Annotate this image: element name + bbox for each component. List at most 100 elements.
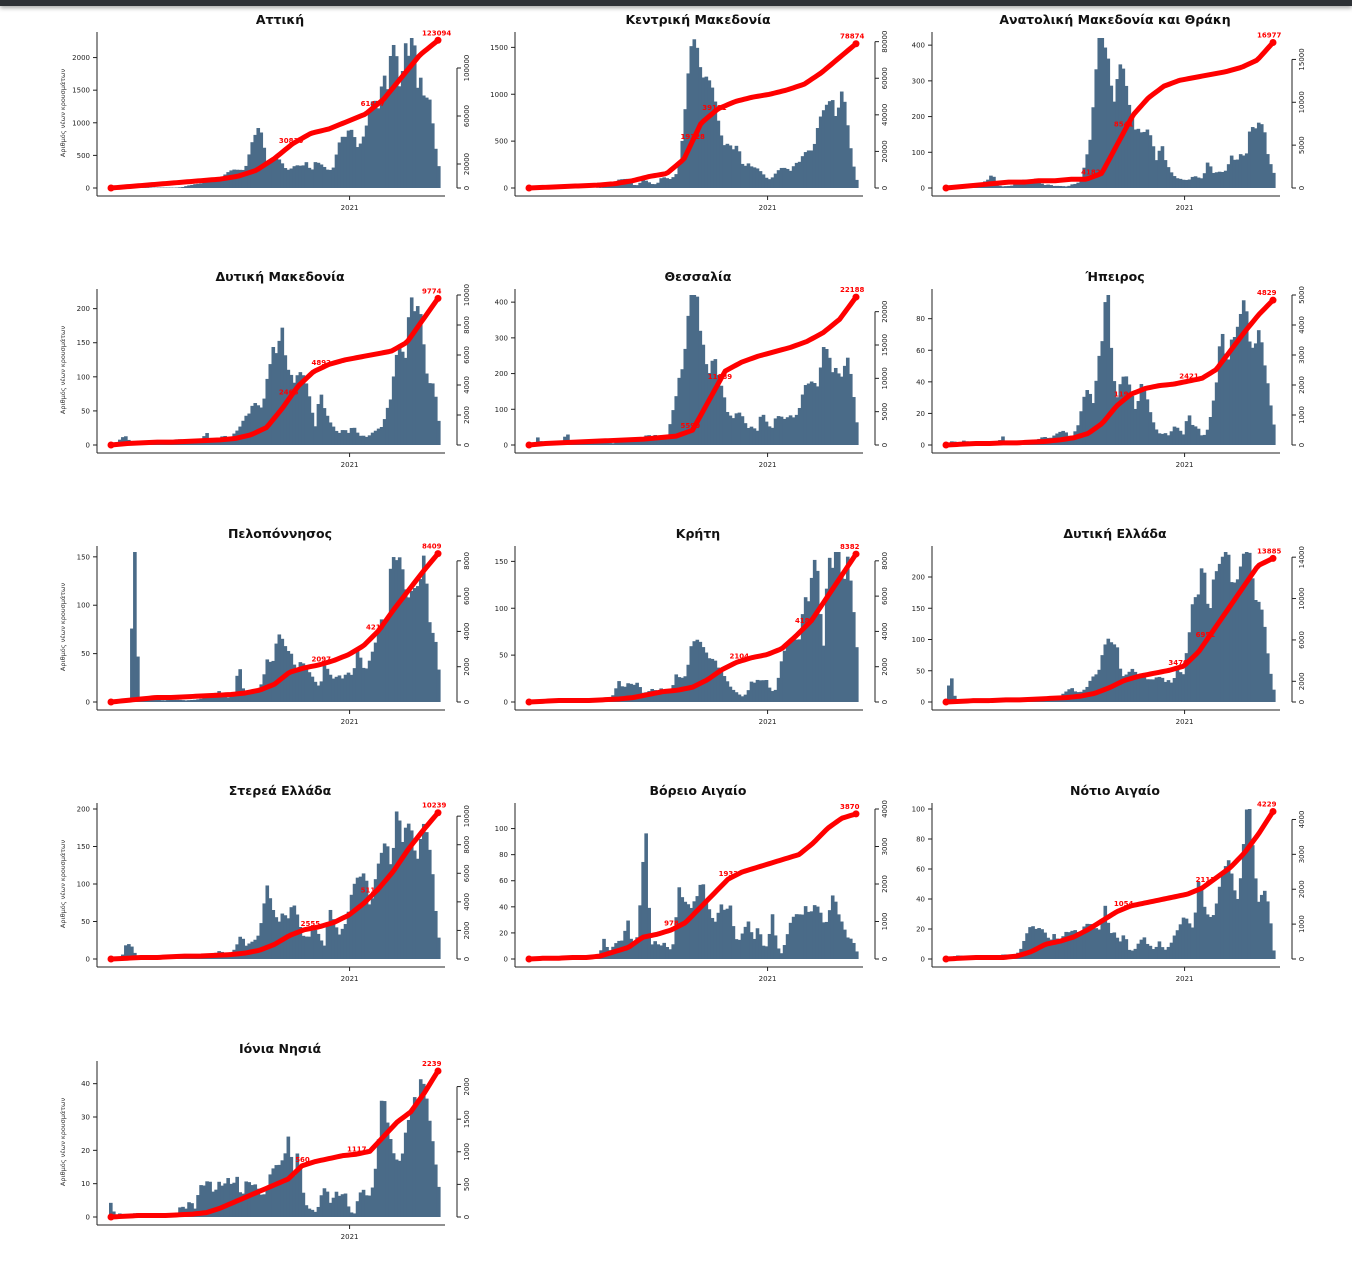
- chart-svg: Δυτική Ελλάδα347069511388505010015020020…: [885, 522, 1315, 752]
- cumulative-start-point: [526, 699, 533, 706]
- y2-tick-label: 0: [1298, 700, 1306, 704]
- cumulative-start-point: [108, 956, 115, 963]
- cumulative-start-point: [526, 956, 533, 963]
- cumulative-start-point: [526, 185, 533, 192]
- chart-title: Δυτική Μακεδονία: [215, 269, 345, 284]
- y2-tick-label: 4000: [1298, 811, 1306, 829]
- x-tick-label: 2021: [341, 718, 359, 726]
- x-axis: 2021: [97, 967, 445, 983]
- y-tick-label: 100: [77, 602, 90, 610]
- cumulative-end-point: [435, 37, 442, 44]
- chart-svg: Κρήτη21044189838205010015020210200040006…: [468, 522, 898, 752]
- y-tick-label: 0: [86, 442, 90, 450]
- y2-tick-label: 3000: [1298, 845, 1306, 863]
- cumulative-value-label: 8541: [1114, 120, 1134, 128]
- cumulative-value-label: 1117: [347, 1146, 367, 1154]
- y2-tick-label: 500: [463, 1178, 471, 1191]
- y2-tick-label: 15000: [1298, 48, 1306, 70]
- y-tick-label: 100: [912, 149, 925, 157]
- x-axis: 2021: [515, 967, 863, 983]
- bars-group: [130, 552, 441, 702]
- window-top-bar: [0, 0, 1352, 6]
- chart-title: Κρήτη: [676, 526, 720, 541]
- x-axis: 2021: [932, 196, 1280, 212]
- y-tick-label: 20: [81, 1147, 90, 1155]
- y-tick-label: 30: [81, 1114, 90, 1122]
- y-tick-label: 150: [912, 605, 925, 613]
- cumulative-value-label: 22188: [840, 286, 864, 294]
- y-tick-label: 50: [916, 667, 925, 675]
- y-tick-label: 0: [86, 185, 90, 193]
- y-tick-label: 400: [495, 299, 508, 307]
- y2-tick-label: 0: [1298, 186, 1306, 190]
- y2-tick-label: 0: [1298, 443, 1306, 447]
- x-tick-label: 2021: [1176, 461, 1194, 469]
- cumulative-value-label: 2239: [422, 1060, 442, 1068]
- y-tick-label: 0: [504, 442, 508, 450]
- cumulative-value-label: 4229: [1257, 800, 1277, 808]
- cumulative-value-label: 2421: [1179, 373, 1199, 381]
- y2-tick-label: 0: [1298, 957, 1306, 961]
- x-axis: 2021: [97, 453, 445, 469]
- cumulative-start-point: [108, 699, 115, 706]
- y-tick-label: 20: [916, 926, 925, 934]
- y2-tick-label: 2000: [1298, 376, 1306, 394]
- y-tick-label: 100: [495, 825, 508, 833]
- x-axis: 2021: [97, 196, 445, 212]
- y-tick-label: 100: [77, 373, 90, 381]
- chart-title: Θεσσαλία: [664, 269, 731, 284]
- y-axis-title: Αριθμός νέων κρουσμάτων: [59, 326, 67, 415]
- y-tick-label: 2000: [72, 54, 90, 62]
- y-tick-label: 300: [912, 77, 925, 85]
- cumulative-value-label: 560: [295, 1156, 310, 1164]
- y2-tick-label: 5000: [1298, 286, 1306, 304]
- bars-group: [947, 295, 1276, 445]
- cumulative-start-point: [943, 699, 950, 706]
- cumulative-value-label: 1194: [1114, 390, 1134, 398]
- cumulative-end-point: [1270, 555, 1277, 562]
- chart-svg: Ήπειρος119424214829020406080202101000200…: [885, 265, 1315, 495]
- cumulative-value-label: 4217: [366, 623, 386, 631]
- y-tick-label: 1000: [72, 119, 90, 127]
- y-tick-label: 200: [912, 113, 925, 121]
- daily-cases-bar: [437, 1187, 441, 1217]
- chart-svg: Θεσσαλία55901108922188010020030040020210…: [468, 265, 898, 495]
- y-axis-title: Αριθμός νέων κρουσμάτων: [59, 840, 67, 929]
- y-tick-label: 50: [81, 650, 90, 658]
- daily-cases-bar: [855, 951, 859, 959]
- chart-title: Βόρειο Αιγαίο: [650, 783, 747, 798]
- x-axis: 2021: [932, 710, 1280, 726]
- cumulative-end-point: [435, 550, 442, 557]
- daily-cases-bar: [855, 647, 859, 702]
- y-tick-label: 200: [495, 370, 508, 378]
- y2-tick-label: 2000: [1298, 672, 1306, 690]
- y-tick-label: 100: [495, 406, 508, 414]
- y-tick-label: 0: [921, 956, 925, 964]
- y-tick-label: 200: [912, 574, 925, 582]
- bars-group: [112, 297, 441, 445]
- bars-group: [953, 809, 1276, 959]
- x-axis: 2021: [515, 196, 863, 212]
- y-axis-title: Αριθμός νέων κρουσμάτων: [59, 69, 67, 158]
- y2-tick-label: 1000: [463, 1143, 471, 1161]
- cumulative-start-point: [943, 442, 950, 449]
- y2-tick-label: 5000: [1298, 136, 1306, 154]
- chart-title: Κεντρική Μακεδονία: [625, 12, 771, 27]
- bars-group: [947, 552, 1276, 702]
- bars-group: [109, 1079, 441, 1217]
- cumulative-value-label: 4189: [795, 617, 815, 625]
- cumulative-end-point: [435, 1067, 442, 1074]
- cumulative-start-point: [526, 442, 533, 449]
- y2-tick-label: 4000: [1298, 316, 1306, 334]
- y2-tick-label: 2000: [1298, 880, 1306, 898]
- y-tick-label: 80: [916, 836, 925, 844]
